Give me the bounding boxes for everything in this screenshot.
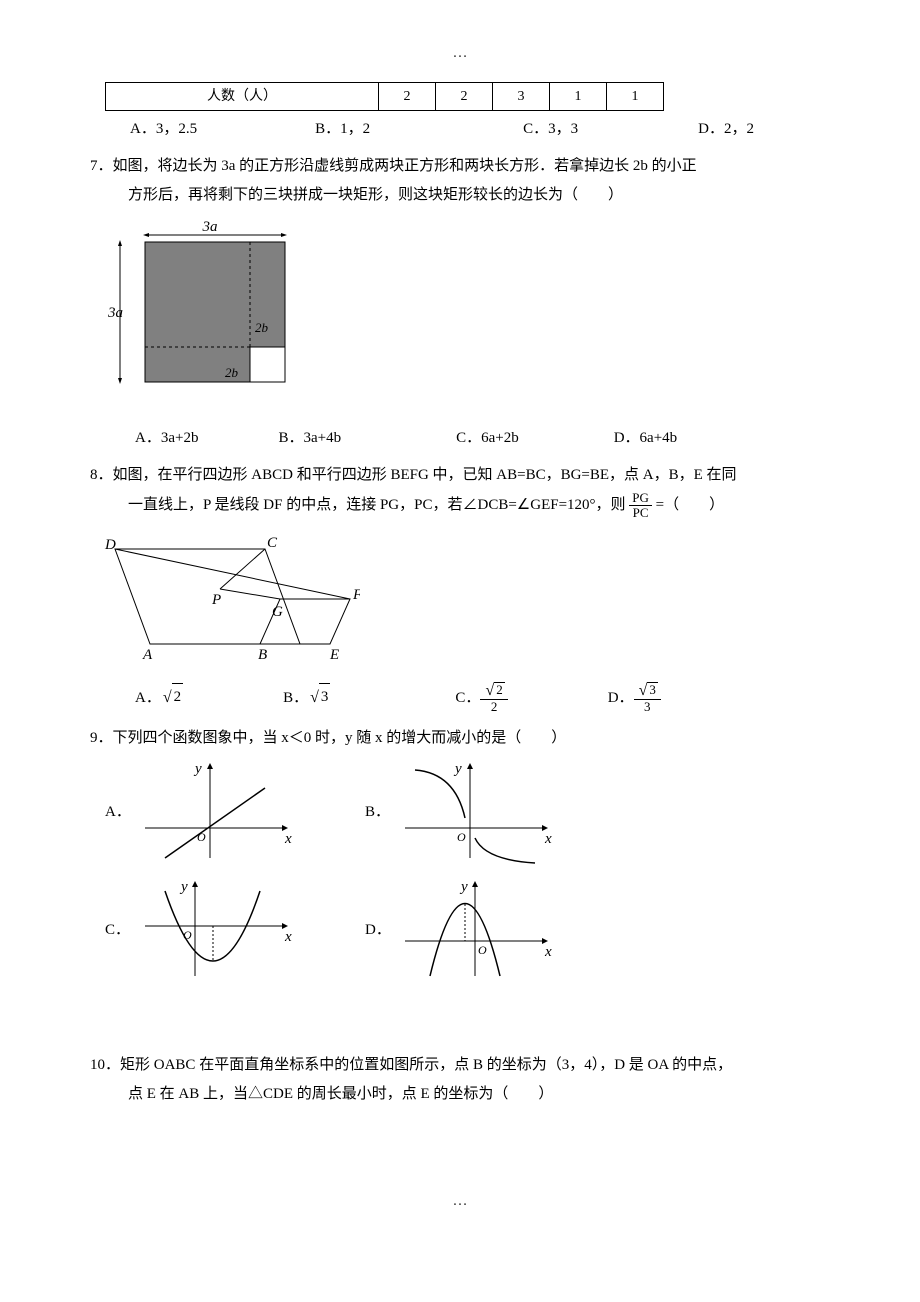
question-number: 8．: [90, 467, 113, 483]
question-text-cont: 点 E 在 AB 上，当△CDE 的周长最小时，点 E 的坐标为（ ）: [128, 1081, 830, 1108]
svg-text:F: F: [352, 587, 360, 603]
table-cell: 1: [550, 83, 607, 111]
option-b: B．3a+4b: [278, 425, 341, 452]
svg-text:O: O: [197, 830, 206, 844]
option-d: D．33: [608, 682, 661, 715]
square-cut-diagram: 3a 3a 2b 2b: [100, 217, 300, 407]
q8-diagram: D C P G F A B E: [100, 529, 830, 674]
q7-diagram: 3a 3a 2b 2b: [100, 217, 830, 417]
question-number: 7．: [90, 158, 113, 174]
q8-text-end: =（ ）: [656, 497, 724, 513]
svg-text:x: x: [544, 831, 552, 847]
option-c: C．3，3: [523, 116, 578, 143]
svg-text:y: y: [453, 761, 462, 777]
q6-options: A．3，2.5 B．1，2 C．3，3 D．2，2: [110, 116, 830, 143]
q9: 9．下列四个函数图象中，当 x＜0 时，y 随 x 的增大而减小的是（ ）: [90, 725, 830, 752]
question-text: 如图，在平行四边形 ABCD 和平行四边形 BEFG 中，已知 AB=BC，BG…: [113, 467, 737, 483]
table-cell: 2: [379, 83, 436, 111]
svg-text:y: y: [193, 761, 202, 777]
svg-text:O: O: [478, 943, 487, 957]
q10: 10．矩形 OABC 在平面直角坐标系中的位置如图所示，点 B 的坐标为（3，4…: [90, 1052, 830, 1108]
svg-text:3a: 3a: [107, 305, 123, 321]
svg-text:x: x: [284, 929, 292, 945]
parallelogram-diagram: D C P G F A B E: [100, 529, 360, 664]
svg-text:D: D: [104, 537, 116, 553]
svg-text:B: B: [258, 647, 267, 663]
q8-text-part: 一直线上，P 是线段 DF 的中点，连接 PG，PC，若∠DCB=∠GEF=12…: [128, 497, 626, 513]
q8: 8．如图，在平行四边形 ABCD 和平行四边形 BEFG 中，已知 AB=BC，…: [90, 462, 830, 521]
option-a: A．2: [135, 684, 183, 713]
svg-text:A: A: [142, 647, 153, 663]
svg-text:2b: 2b: [225, 365, 239, 380]
question-number: 10．: [90, 1057, 120, 1073]
table-cell: 2: [436, 83, 493, 111]
fraction-pg-pc: PGPC: [629, 491, 652, 521]
graph-d-parabola-down: x y O: [395, 876, 565, 986]
svg-text:G: G: [272, 604, 283, 620]
option-d: D．2，2: [698, 116, 754, 143]
bottom-ellipsis: …: [90, 1188, 830, 1215]
graph-c-parabola-up: x y O: [135, 876, 305, 986]
graph-a-linear: x y O: [135, 758, 305, 868]
question-text: 矩形 OABC 在平面直角坐标系中的位置如图所示，点 B 的坐标为（3，4），D…: [120, 1057, 732, 1073]
question-text-cont: 方形后，再将剩下的三块拼成一块矩形，则这块矩形较长的边长为（ ）: [128, 182, 830, 209]
option-b: B．3: [283, 684, 330, 713]
table-cell: 3: [493, 83, 550, 111]
svg-text:O: O: [457, 830, 466, 844]
svg-text:y: y: [459, 879, 468, 895]
option-b-label: B．: [365, 799, 395, 826]
svg-text:C: C: [267, 535, 278, 551]
table-cell: 1: [607, 83, 664, 111]
table-row: 人数（人） 2 2 3 1 1: [106, 83, 664, 111]
option-c: C．22: [455, 682, 507, 715]
option-c-label: C．: [105, 917, 135, 944]
svg-text:2b: 2b: [255, 320, 269, 335]
question-number: 9．: [90, 730, 113, 746]
table-header-cell: 人数（人）: [106, 83, 379, 111]
option-d-label: D．: [365, 917, 395, 944]
question-text-cont: 一直线上，P 是线段 DF 的中点，连接 PG，PC，若∠DCB=∠GEF=12…: [128, 491, 830, 521]
svg-text:O: O: [183, 928, 192, 942]
q7-options: A．3a+2b B．3a+4b C．6a+2b D．6a+4b: [110, 425, 830, 452]
svg-text:x: x: [284, 831, 292, 847]
q8-options: A．2 B．3 C．22 D．33: [110, 682, 830, 715]
q6-table: 人数（人） 2 2 3 1 1: [105, 82, 664, 111]
svg-text:y: y: [179, 879, 188, 895]
option-d: D．6a+4b: [614, 425, 677, 452]
option-a: A．3，2.5: [130, 116, 197, 143]
option-a-label: A．: [105, 799, 135, 826]
top-ellipsis: …: [90, 40, 830, 67]
svg-text:3a: 3a: [202, 219, 218, 235]
svg-text:E: E: [329, 647, 339, 663]
question-text: 下列四个函数图象中，当 x＜0 时，y 随 x 的增大而减小的是（ ）: [113, 730, 567, 746]
question-text: 如图，将边长为 3a 的正方形沿虚线剪成两块正方形和两块长方形．若拿掉边长 2b…: [113, 158, 697, 174]
graph-b-hyperbola: x y O: [395, 758, 565, 868]
option-b: B．1，2: [315, 116, 370, 143]
option-c: C．6a+2b: [456, 425, 519, 452]
option-a: A．3a+2b: [135, 425, 198, 452]
q7: 7．如图，将边长为 3a 的正方形沿虚线剪成两块正方形和两块长方形．若拿掉边长 …: [90, 153, 830, 209]
q9-graphs: A． x y O B． x y O C． x y: [105, 758, 830, 986]
svg-text:x: x: [544, 944, 552, 960]
svg-text:P: P: [211, 592, 221, 608]
